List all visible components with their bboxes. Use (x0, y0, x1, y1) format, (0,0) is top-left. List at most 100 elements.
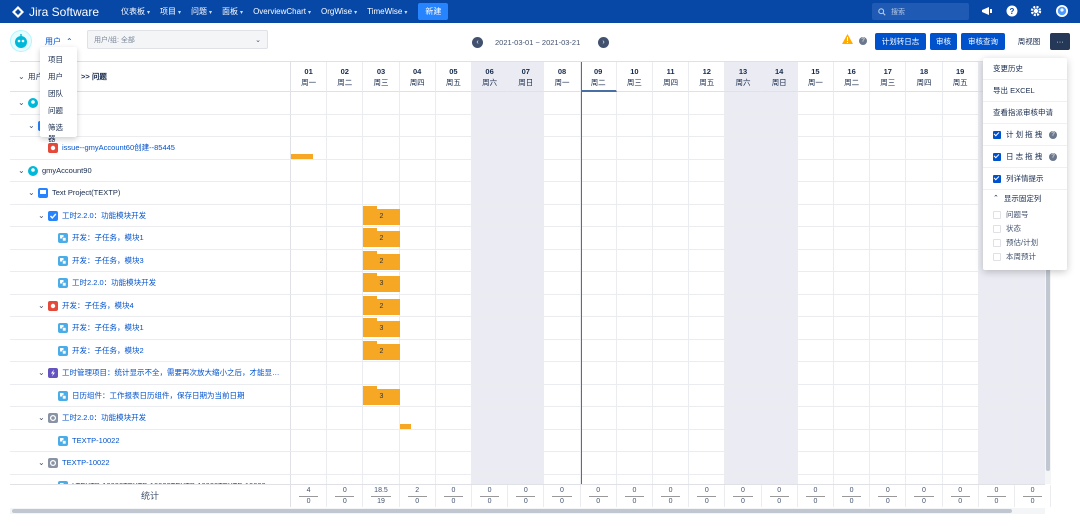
day-cell[interactable] (870, 182, 907, 205)
day-cell[interactable] (399, 362, 436, 385)
checkbox-unchecked-icon[interactable] (993, 225, 1001, 233)
day-cell[interactable] (834, 317, 871, 340)
day-cell[interactable] (761, 92, 798, 115)
day-cell[interactable] (472, 114, 509, 137)
day-cell[interactable] (580, 227, 617, 250)
row-label-cell[interactable]: 日历组件：工作报表日历组件，保存日期为当前日期 (10, 384, 291, 407)
day-cell[interactable] (797, 339, 834, 362)
day-cell[interactable] (942, 159, 979, 182)
day-cell[interactable] (472, 182, 509, 205)
day-cell[interactable] (399, 182, 436, 205)
day-cell[interactable] (653, 204, 690, 227)
day-cell[interactable] (978, 474, 1015, 484)
help-icon[interactable]: ? (1049, 152, 1057, 161)
day-cell[interactable] (327, 92, 364, 115)
day-cell[interactable] (544, 294, 581, 317)
day-cell[interactable] (1015, 474, 1045, 484)
row-label[interactable]: 工时2.2.0：功能模块开发 (72, 278, 157, 288)
day-cell[interactable] (291, 339, 328, 362)
day-cell[interactable] (797, 384, 834, 407)
day-cell[interactable] (363, 159, 400, 182)
day-cell[interactable] (399, 429, 436, 452)
day-cell[interactable] (508, 407, 545, 430)
day-cell[interactable] (327, 339, 364, 362)
day-cell[interactable] (761, 227, 798, 250)
day-cell[interactable] (616, 227, 653, 250)
nav-overviewchart[interactable]: OverviewChart ▾ (253, 7, 311, 16)
chevron-down-icon[interactable]: ⌄ (28, 188, 35, 198)
day-cell[interactable] (689, 182, 726, 205)
day-cell[interactable] (761, 452, 798, 475)
row-label-cell[interactable]: ⌄ 工时2.2.0：功能模块开发 (10, 407, 291, 430)
group-by-selector[interactable]: 用户 ⌃ (45, 37, 73, 46)
day-cell[interactable] (906, 92, 943, 115)
day-cell[interactable] (761, 159, 798, 182)
day-cell[interactable] (1015, 429, 1045, 452)
group-by-option-project[interactable]: 项目 (48, 55, 63, 64)
day-cell[interactable] (508, 204, 545, 227)
day-cell[interactable] (834, 362, 871, 385)
row-label[interactable]: 开发：子任务，模块2 (72, 345, 144, 355)
row-label[interactable]: 工时管理项目：统计显示不全，需要再次放大缩小之后，才能显… (62, 368, 280, 378)
day-cell[interactable] (472, 452, 509, 475)
day-cell[interactable] (906, 204, 943, 227)
day-cell[interactable] (797, 317, 834, 340)
worklog-bar[interactable]: 2 (363, 250, 400, 270)
day-cell[interactable] (435, 407, 472, 430)
day-cell[interactable] (363, 452, 400, 475)
day-cell[interactable] (870, 362, 907, 385)
worklog-bar[interactable]: 2 (363, 295, 400, 315)
day-cell[interactable] (580, 407, 617, 430)
nav-timewise[interactable]: TimeWise ▾ (367, 7, 408, 16)
day-cell[interactable] (834, 137, 871, 160)
day-cell[interactable] (834, 159, 871, 182)
day-cell[interactable] (291, 294, 328, 317)
day-cell[interactable] (616, 249, 653, 272)
day-cell[interactable] (580, 249, 617, 272)
day-cell[interactable] (616, 204, 653, 227)
day-cell[interactable] (906, 384, 943, 407)
day-cell[interactable] (906, 339, 943, 362)
day-cell[interactable] (834, 204, 871, 227)
profile-avatar-icon[interactable] (1055, 4, 1069, 18)
day-cell[interactable] (580, 159, 617, 182)
day-cell[interactable] (472, 317, 509, 340)
day-cell[interactable] (797, 182, 834, 205)
day-cell[interactable] (472, 384, 509, 407)
day-cell[interactable] (508, 317, 545, 340)
day-cell[interactable] (363, 137, 400, 160)
day-cell[interactable] (616, 339, 653, 362)
day-cell[interactable] (870, 249, 907, 272)
day-cell[interactable] (399, 452, 436, 475)
day-cell[interactable] (508, 362, 545, 385)
worklog-bar[interactable]: 3 (363, 273, 400, 292)
day-cell[interactable] (472, 339, 509, 362)
day-cell[interactable] (870, 92, 907, 115)
day-cell[interactable] (725, 182, 762, 205)
day-cell[interactable] (580, 452, 617, 475)
day-cell[interactable] (942, 339, 979, 362)
day-cell[interactable] (435, 159, 472, 182)
day-cell[interactable] (580, 272, 617, 295)
day-cell[interactable] (327, 159, 364, 182)
day-cell[interactable] (580, 137, 617, 160)
row-label[interactable]: Text Project(TEXTP) (52, 188, 121, 198)
day-cell[interactable] (291, 249, 328, 272)
review-button[interactable]: 审核 (930, 33, 957, 50)
toggle-plan-drag[interactable]: 计 划 拖 拽? (983, 124, 1067, 146)
day-cell[interactable] (291, 159, 328, 182)
day-cell[interactable] (508, 474, 545, 484)
day-cell[interactable] (870, 159, 907, 182)
chevron-down-icon[interactable]: ⌄ (38, 458, 45, 468)
day-cell[interactable] (870, 384, 907, 407)
day-cell[interactable] (834, 384, 871, 407)
day-cell[interactable] (834, 182, 871, 205)
day-cell[interactable] (942, 429, 979, 452)
day-cell[interactable] (363, 362, 400, 385)
day-cell[interactable] (363, 407, 400, 430)
day-cell[interactable] (761, 294, 798, 317)
day-cell[interactable] (580, 294, 617, 317)
day-cell[interactable] (544, 92, 581, 115)
day-cell[interactable] (617, 474, 653, 484)
day-cell[interactable] (834, 294, 871, 317)
